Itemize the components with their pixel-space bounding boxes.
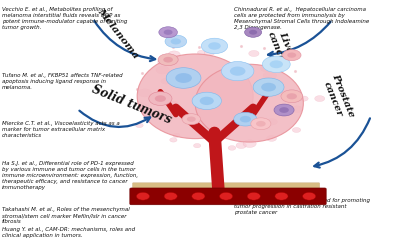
Ellipse shape [266,135,276,141]
Circle shape [275,192,288,200]
Circle shape [230,67,246,76]
Ellipse shape [147,112,157,118]
Circle shape [166,68,201,88]
Ellipse shape [292,128,301,133]
Circle shape [165,35,187,48]
Ellipse shape [263,71,276,79]
Circle shape [175,73,192,83]
Ellipse shape [170,138,177,142]
Circle shape [279,107,289,113]
Ellipse shape [156,66,170,74]
Circle shape [261,83,276,92]
Circle shape [222,62,254,81]
Ellipse shape [266,119,278,125]
Circle shape [171,38,181,45]
Circle shape [287,53,296,58]
Ellipse shape [265,83,278,91]
Ellipse shape [161,78,171,84]
Circle shape [192,192,205,200]
FancyBboxPatch shape [132,183,320,189]
Circle shape [164,30,172,35]
Ellipse shape [195,64,303,142]
Text: Liver
cancer: Liver cancer [266,26,298,68]
Circle shape [201,38,228,54]
Ellipse shape [158,59,167,65]
Ellipse shape [197,50,205,55]
Ellipse shape [173,133,180,137]
Ellipse shape [138,89,152,97]
Circle shape [159,27,177,38]
Circle shape [245,27,262,37]
Ellipse shape [204,50,215,56]
Circle shape [164,192,177,200]
Ellipse shape [243,140,256,148]
Circle shape [187,117,196,122]
Text: Solid tumors: Solid tumors [90,82,173,126]
Circle shape [192,92,222,109]
Ellipse shape [292,106,303,113]
Text: Prostate
cancer: Prostate cancer [320,72,356,123]
Circle shape [136,192,150,200]
Ellipse shape [315,96,325,102]
Circle shape [240,116,251,123]
Circle shape [282,50,301,61]
Circle shape [253,78,284,96]
Circle shape [234,112,257,126]
Text: Ha S.J. et al., Differential role of PD-1 expressed
by various immune and tumor : Ha S.J. et al., Differential role of PD-… [2,161,138,190]
FancyBboxPatch shape [130,188,326,205]
Circle shape [286,93,297,99]
Circle shape [220,192,233,200]
Text: Vecchio E. et al., Metabolites profiling of
melanoma interstitial fluids reveals: Vecchio E. et al., Metabolites profiling… [2,7,127,30]
Circle shape [182,114,200,125]
Ellipse shape [136,123,143,128]
Circle shape [251,118,271,130]
Circle shape [247,192,260,200]
Ellipse shape [228,146,236,150]
Circle shape [208,42,221,50]
Text: Wang T. et al.,  PIP5K1α is required for promoting
tumor progression in castrati: Wang T. et al., PIP5K1α is required for … [234,198,370,215]
Text: Miercke C.T. et al., Viscoelasticity acts as a
marker for tumor extracellular ma: Miercke C.T. et al., Viscoelasticity act… [2,121,119,138]
Ellipse shape [194,144,201,148]
Circle shape [302,192,316,200]
Circle shape [155,95,166,102]
Circle shape [262,56,290,73]
Ellipse shape [137,54,253,139]
Ellipse shape [168,101,178,107]
Circle shape [256,121,266,127]
Circle shape [149,92,172,105]
Ellipse shape [168,51,180,58]
Text: Tufano M. et al., FKBP51 affects TNF-related
apoptosis inducing ligand response : Tufano M. et al., FKBP51 affects TNF-rel… [2,73,122,90]
Circle shape [200,97,214,105]
Ellipse shape [249,50,259,57]
Ellipse shape [236,142,246,149]
Ellipse shape [299,96,308,101]
Circle shape [249,30,257,35]
Circle shape [270,60,283,68]
Text: Chinnadurai R. et al.,  Hepatocellular carcinoma
cells are protected from immuno: Chinnadurai R. et al., Hepatocellular ca… [234,7,369,30]
Circle shape [158,54,178,66]
Text: Takahashi M. et al., Roles of the mesenchymal
stromal/stem cell marker Meflin/Is: Takahashi M. et al., Roles of the mesenc… [2,207,129,224]
Circle shape [281,90,302,103]
Circle shape [274,104,294,116]
Text: Huang Y. et al., CAM-DR: mechanisms, roles and
clinical application in tumors.: Huang Y. et al., CAM-DR: mechanisms, rol… [2,227,135,238]
Ellipse shape [260,65,272,72]
Text: Melanoma: Melanoma [96,7,140,60]
Ellipse shape [214,45,226,52]
Circle shape [163,57,173,63]
Ellipse shape [282,55,288,59]
